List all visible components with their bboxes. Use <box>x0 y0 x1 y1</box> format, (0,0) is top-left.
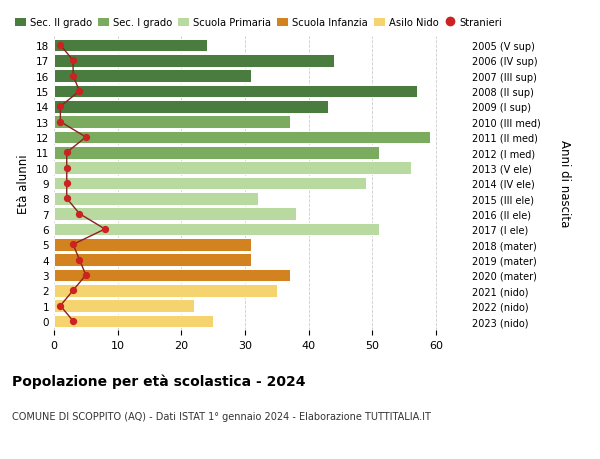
Bar <box>54 55 334 67</box>
Y-axis label: Anni di nascita: Anni di nascita <box>557 140 571 227</box>
Point <box>68 287 78 294</box>
Bar <box>54 285 277 297</box>
Point <box>62 149 71 157</box>
Bar <box>54 101 328 113</box>
Point <box>56 302 65 310</box>
Bar <box>54 223 379 236</box>
Point <box>62 195 71 202</box>
Bar <box>54 315 213 328</box>
Point <box>56 42 65 50</box>
Point <box>62 165 71 172</box>
Bar <box>54 70 251 83</box>
Bar <box>54 193 258 205</box>
Bar <box>54 131 430 144</box>
Point <box>81 272 91 279</box>
Point <box>68 57 78 65</box>
Text: COMUNE DI SCOPPITO (AQ) - Dati ISTAT 1° gennaio 2024 - Elaborazione TUTTITALIA.I: COMUNE DI SCOPPITO (AQ) - Dati ISTAT 1° … <box>12 411 431 421</box>
Point <box>56 103 65 111</box>
Point <box>100 226 110 233</box>
Point <box>56 119 65 126</box>
Bar <box>54 39 207 52</box>
Point <box>68 73 78 80</box>
Point <box>74 257 84 264</box>
Bar <box>54 269 290 282</box>
Text: Popolazione per età scolastica - 2024: Popolazione per età scolastica - 2024 <box>12 374 305 389</box>
Bar <box>54 162 410 174</box>
Bar <box>54 85 417 98</box>
Point <box>62 180 71 187</box>
Bar <box>54 116 290 129</box>
Point <box>68 241 78 248</box>
Point <box>74 88 84 95</box>
Bar <box>54 208 296 220</box>
Bar <box>54 239 251 251</box>
Legend: Sec. II grado, Sec. I grado, Scuola Primaria, Scuola Infanzia, Asilo Nido, Stran: Sec. II grado, Sec. I grado, Scuola Prim… <box>11 14 506 32</box>
Point <box>74 211 84 218</box>
Bar <box>54 300 194 312</box>
Point <box>81 134 91 141</box>
Point <box>68 318 78 325</box>
Bar <box>54 254 251 266</box>
Bar <box>54 177 366 190</box>
Bar <box>54 147 379 159</box>
Y-axis label: Età alunni: Età alunni <box>17 154 31 213</box>
